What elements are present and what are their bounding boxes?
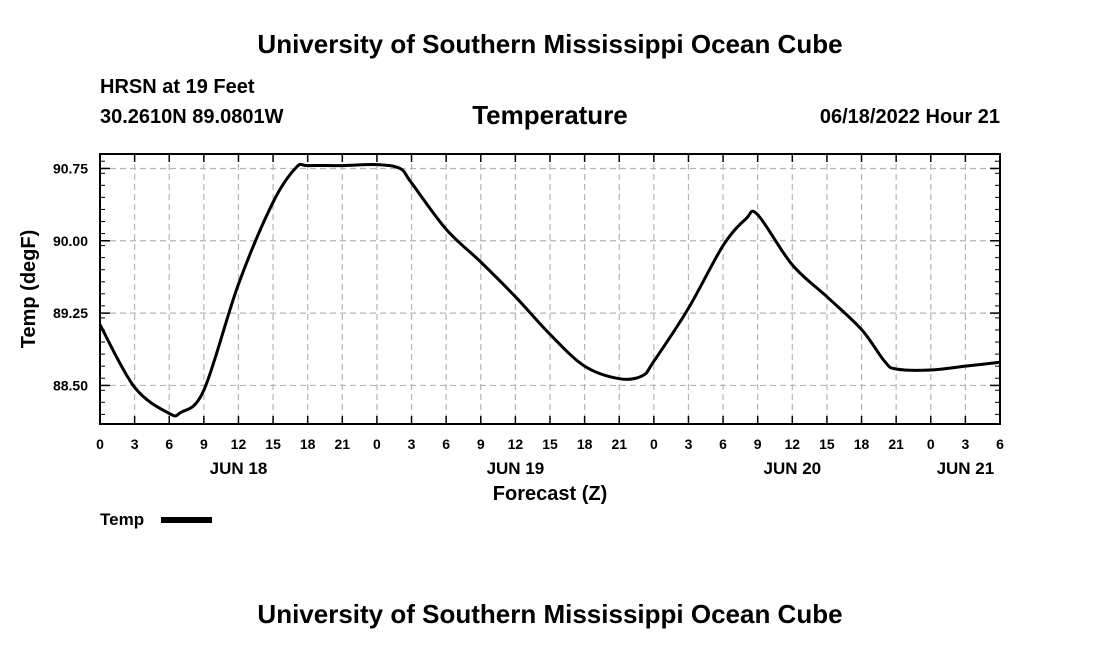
y-tick-label: 88.50 (53, 377, 88, 393)
day-label: JUN 18 (210, 459, 268, 478)
x-tick-label: 21 (335, 436, 351, 452)
axis-labels: 0 3 6 9 12 15 18 21 0 3 6 9 12 15 18 21 0 3 6 9 12 15 18 21 0 3 6 8… (18, 160, 1004, 505)
legend: Temp (100, 510, 212, 529)
x-tick-label: 15 (819, 436, 835, 452)
x-tick-label: 6 (165, 436, 173, 452)
x-tick-label: 3 (685, 436, 693, 452)
y-axis-title: Temp (degF) (18, 230, 40, 349)
top-title: University of Southern Mississippi Ocean… (257, 29, 843, 59)
y-tick-label: 90.75 (53, 160, 88, 176)
x-tick-label: 6 (719, 436, 727, 452)
x-tick-label: 3 (961, 436, 969, 452)
series-layer (98, 162, 1001, 418)
x-tick-label: 21 (611, 436, 627, 452)
plot-frame (99, 153, 1001, 425)
bottom-title: University of Southern Mississippi Ocean… (257, 599, 843, 629)
datetime-label: 06/18/2022 Hour 21 (819, 106, 1000, 128)
x-axis-title: Forecast (Z) (493, 483, 607, 505)
x-tick-label: 12 (785, 436, 801, 452)
x-tick-label: 18 (577, 436, 593, 452)
day-label: JUN 21 (937, 459, 995, 478)
x-tick-label: 18 (300, 436, 316, 452)
x-tick-label: 12 (508, 436, 524, 452)
grid (100, 154, 1000, 424)
x-tick-label: 18 (854, 436, 870, 452)
x-tick-label: 6 (442, 436, 450, 452)
legend-label: Temp (100, 510, 144, 529)
x-tick-label: 15 (265, 436, 281, 452)
x-tick-label: 9 (200, 436, 208, 452)
coordinates-label: 30.2610N 89.0801W (100, 106, 284, 128)
day-label: JUN 19 (487, 459, 545, 478)
x-tick-label: 6 (996, 436, 1004, 452)
series-line-temp (98, 162, 1001, 418)
day-label: JUN 20 (763, 459, 821, 478)
x-tick-label: 3 (131, 436, 139, 452)
x-tick-label: 3 (408, 436, 416, 452)
y-tick-label: 89.25 (53, 305, 88, 321)
x-tick-label: 0 (373, 436, 381, 452)
x-tick-label: 21 (888, 436, 904, 452)
x-tick-label: 9 (754, 436, 762, 452)
chart-title: Temperature (472, 100, 628, 130)
x-tick-label: 15 (542, 436, 558, 452)
x-tick-label: 0 (650, 436, 658, 452)
x-tick-label: 12 (231, 436, 247, 452)
x-tick-label: 9 (477, 436, 485, 452)
x-tick-label: 0 (96, 436, 104, 452)
station-label: HRSN at 19 Feet (100, 76, 255, 98)
x-tick-label: 0 (927, 436, 935, 452)
y-tick-label: 90.00 (53, 233, 88, 249)
